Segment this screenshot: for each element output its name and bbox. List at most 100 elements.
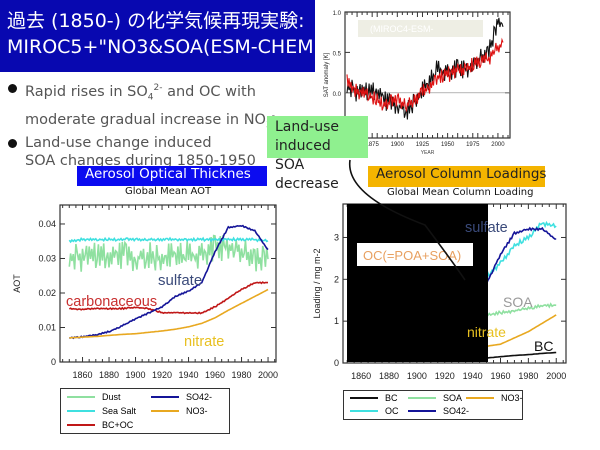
legend-label: NO [501,393,515,403]
x-tick-label: 1920 [152,370,172,380]
title-line-1: 過去 (1850-) の化学気候再現実験: [7,10,305,32]
x-tick-label: 1950 [441,142,455,148]
sat-anomaly-chart: 1875 1900 1925 1950 1975 2000 0.0 0.5 1.0 SAT ano… [324,11,511,156]
y-tick-label: 2 [334,274,339,284]
bullet-text: Rapid rises in SO [25,83,148,100]
legend-item: SOA [408,393,462,403]
superscript: 2- [461,406,470,416]
legend-swatch [151,396,179,398]
x-tick-label: 2000 [491,142,505,148]
legend-swatch [408,397,436,399]
x-axis-label: YEAR [421,150,435,156]
bullet-dot-icon [8,139,17,149]
pointer-arc-line [348,159,466,281]
legend-swatch [350,410,378,412]
slide-title: 過去 (1850-) の化学気候再現実験: MIROC5+"NO3&SOA(ES… [0,0,330,72]
subscript: 4 [199,392,205,402]
annotation-nitrate: nitrate [184,334,224,350]
x-tick-label: 1875 [365,142,379,148]
legend-item: SO 4 2- [408,406,469,416]
y-tick-label: 1.0 [333,11,342,17]
loading-chart-header: Aerosol Column Loadings [368,166,546,187]
loading-chart: 1860 1880 1900 1920 1940 1960 1980 2000 0 1 2 3 Load… [312,159,567,381]
x-tick-label: 1980 [232,370,252,380]
overlay-label: (MIROC4-ESM- [370,24,434,34]
legend-item: OC [350,406,399,416]
series-line-bc [486,351,557,359]
legend-swatch [350,397,378,399]
legend-swatch [67,424,95,426]
bullet-item: Rapid rises in SO42- and OC with moderat… [8,79,275,134]
legend-label: NO [186,406,200,416]
x-tick-label: 1940 [179,370,199,380]
x-tick-label: 1860 [73,370,93,380]
series-line-no3- [486,314,557,348]
annotation-carbonaceous: carbonaceous [66,294,157,310]
bullet-text: moderate gradual increase in NO [25,111,266,128]
superscript: 2- [153,83,163,93]
x-tick-label: 1940 [463,371,483,381]
series-line-sea-salt [68,236,269,244]
y-tick-label: 0.02 [38,288,56,298]
superscript: - [519,393,523,403]
aot-legend: Dust Sea Salt BC+OC SO 4 2- NO 3- [60,388,230,434]
annotation-nitrate: nitrate [467,324,506,340]
x-tick-label: 1920 [435,371,455,381]
subscript: 4 [456,406,462,416]
x-tick-label: 1960 [490,371,510,381]
x-tick-label: 1980 [518,371,538,381]
annotation-sulfate: sulfate [465,220,508,236]
y-tick-label: 0.04 [38,219,56,229]
legend-item: BC [350,393,398,403]
y-axis-label: AOT [12,274,22,293]
callout-box: Land-use induced SOA decrease [267,116,368,192]
series-line-bc-oc [68,281,268,315]
y-tick-label: 0.03 [38,253,56,263]
annotation-bc: BC [534,338,553,354]
y-axis-label: Loading / mg m-2 [312,248,322,318]
y-axis-label: SAT anomaly [K] [324,52,330,97]
bullet-dot-icon [8,84,17,93]
series-line-so4-2- [485,226,557,284]
legend-item: SO 4 2- [151,392,212,402]
subscript: 3 [514,393,520,403]
series-line-so4-2- [69,224,269,340]
hidden-region-mask [347,204,488,362]
superscript: 2- [204,392,213,402]
superscript: - [272,111,275,121]
x-tick-label: 1900 [407,371,427,381]
legend-label: Dust [102,392,121,402]
bullet-item: Land-use change induced SOA changes duri… [8,134,275,170]
x-tick-label: 1975 [466,142,480,148]
x-tick-label: 1880 [379,371,399,381]
aot-chart-header: Aerosol Optical Thicknes [77,166,267,186]
legend-swatch [466,397,494,399]
bullet-text: Land-use change induced [25,135,212,152]
aot-chart: 1860 1880 1900 1920 1940 1960 1980 2000 0 0.01 0.0… [12,204,278,380]
annotation-soa: SOA [503,294,533,310]
legend-swatch [67,396,95,398]
legend-item: NO 3- [466,393,523,403]
legend-item: BC+OC [67,420,133,430]
x-tick-label: 1925 [416,142,430,148]
y-tick-label: 0.0 [333,92,342,98]
superscript: - [204,406,208,416]
bullet-list: Rapid rises in SO42- and OC with moderat… [8,79,275,170]
series-line-model-red [346,37,504,113]
subscript: 4 [147,92,154,103]
legend-label: BC+OC [102,420,134,430]
legend-item: NO 3- [151,406,208,416]
annotation-oc: OC(=POA+SOA) [363,248,461,263]
legend-label: Sea Salt [102,406,137,416]
legend-label: SO [186,392,200,402]
bullet-text: SOA changes during 1850-1950 [25,153,256,170]
subscript: 3 [199,406,205,416]
series-line-dust [68,234,269,272]
legend-label: SO [443,406,457,416]
header-highlight [368,166,545,187]
legend-label: BC [385,393,398,403]
x-tick-label: 1900 [126,370,146,380]
overlay-label-box [358,20,483,37]
x-tick-label: 1960 [205,370,225,380]
y-tick-label: 3 [334,232,339,242]
